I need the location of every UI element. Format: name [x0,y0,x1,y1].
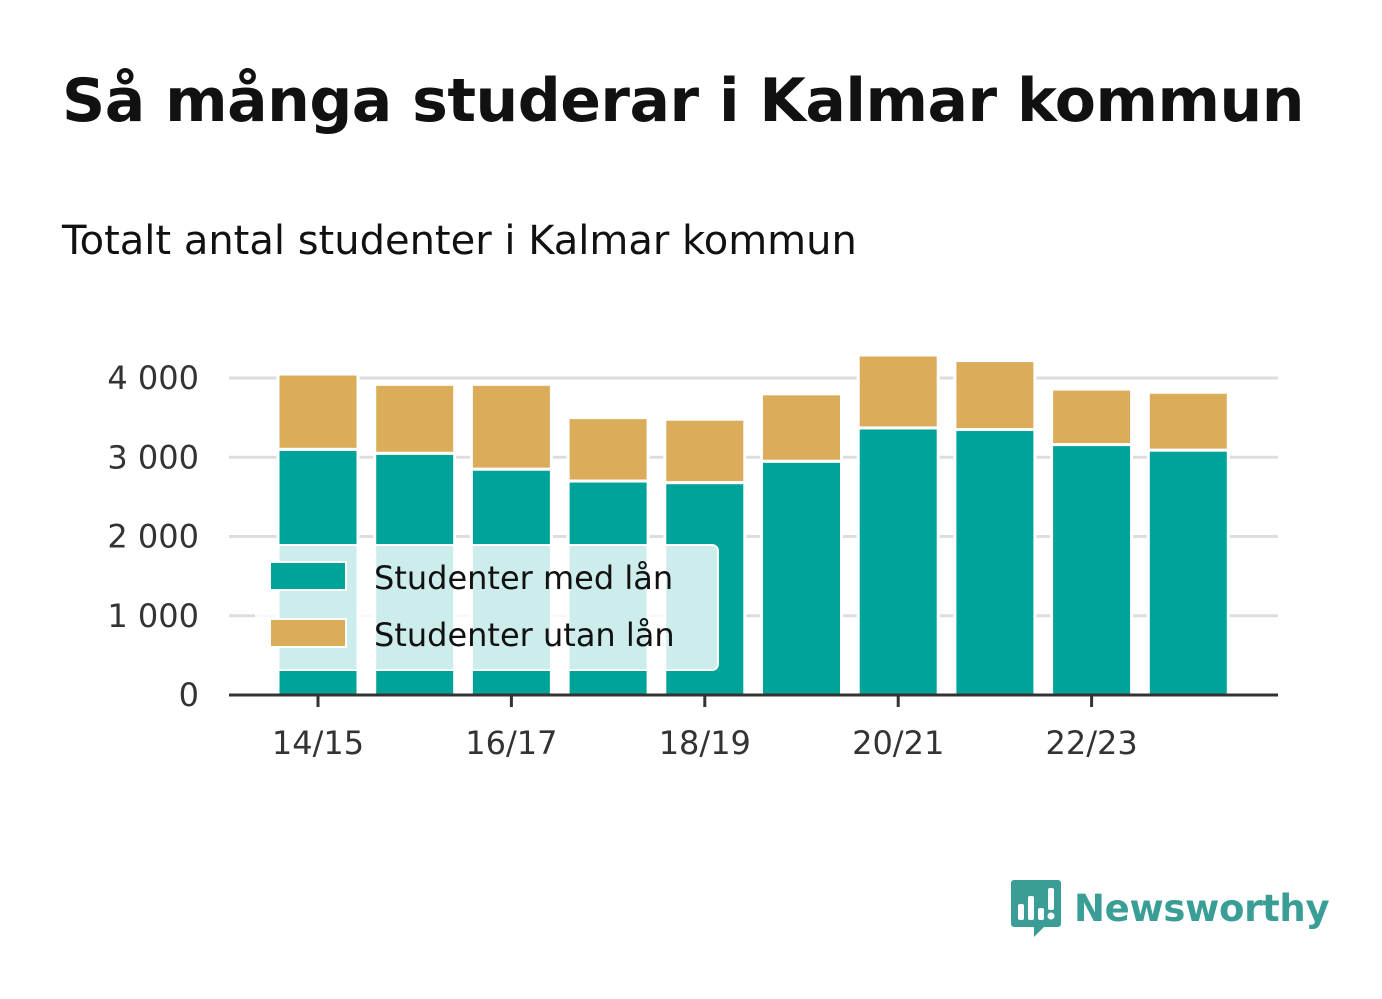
chart-subtitle: Totalt antal studenter i Kalmar kommun [62,218,857,264]
brand-name: Newsworthy [1074,886,1330,930]
legend-swatch [269,618,347,648]
y-tick-label: 2 000 [107,518,199,556]
bar-segment-utan-lan [1146,390,1230,452]
bar-segment-med-lan [1146,448,1230,697]
legend-label: Studenter utan lån [374,616,675,654]
bar-segment-utan-lan [760,392,843,463]
bar-segment-utan-lan [856,353,940,430]
chart-title: Så många studerar i Kalmar kommun [62,66,1304,136]
newsworthy-logo-icon [1011,880,1061,937]
y-tick-label: 1 000 [107,597,199,635]
bar-segment-utan-lan [469,382,553,471]
bar-segment-med-lan [856,426,940,697]
x-tick-label: 18/19 [659,724,751,762]
y-tick-label: 4 000 [107,359,199,397]
bar-segment-utan-lan [373,382,457,455]
bar-segment-med-lan [760,459,843,697]
legend-label: Studenter med lån [374,559,673,597]
bar-segment-med-lan [1050,443,1134,697]
y-tick-label: 3 000 [107,438,199,476]
bar-segment-utan-lan [1050,387,1134,447]
x-tick-label: 22/23 [1045,724,1137,762]
x-tick-label: 16/17 [465,724,557,762]
bar-segment-utan-lan [566,416,650,483]
bar-segment-utan-lan [663,417,747,485]
axes: 0 1 000 2 000 3 000 4 000 14/15 16/17 18/19 20/2… [107,359,1278,762]
x-tick-label: 14/15 [272,724,364,762]
legend-swatch [269,561,347,591]
brand-logo: Newsworthy [1010,876,1330,940]
bar-segment-med-lan [953,428,1037,697]
legend: Studenter med lån Studenter utan lån [255,544,719,671]
bar-segment-utan-lan [276,372,360,451]
legend-box [255,544,719,671]
x-tick-label: 20/21 [852,724,944,762]
bar-segment-utan-lan [953,359,1037,432]
y-tick-label: 0 [179,676,199,714]
